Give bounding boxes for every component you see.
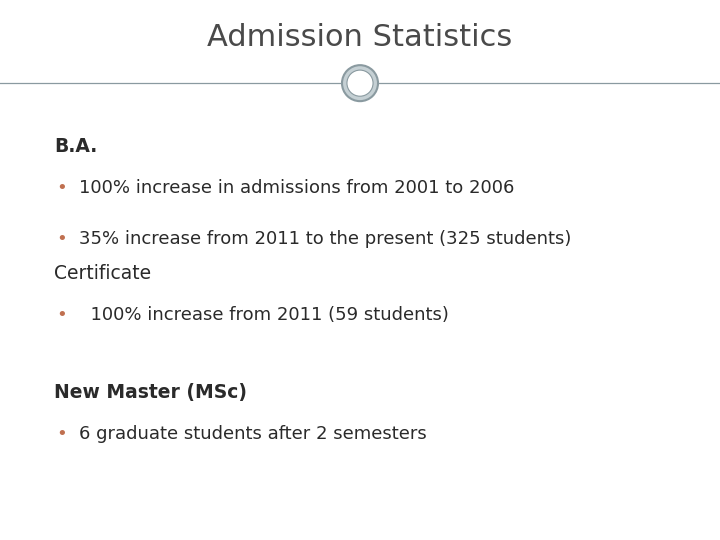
- Text: 100% increase in admissions from 2001 to 2006: 100% increase in admissions from 2001 to…: [79, 179, 515, 197]
- Text: B.A.: B.A.: [54, 137, 97, 156]
- Text: •: •: [56, 230, 66, 248]
- Text: Certificate: Certificate: [54, 264, 151, 283]
- Text: •: •: [56, 425, 66, 443]
- Text: •: •: [56, 179, 66, 197]
- Text: 100% increase from 2011 (59 students): 100% increase from 2011 (59 students): [79, 307, 449, 325]
- Text: 35% increase from 2011 to the present (325 students): 35% increase from 2011 to the present (3…: [79, 230, 572, 248]
- Text: Admission Statistics: Admission Statistics: [207, 23, 513, 52]
- Text: 6 graduate students after 2 semesters: 6 graduate students after 2 semesters: [79, 425, 427, 443]
- Text: •: •: [56, 307, 66, 325]
- Text: New Master (MSc): New Master (MSc): [54, 383, 247, 402]
